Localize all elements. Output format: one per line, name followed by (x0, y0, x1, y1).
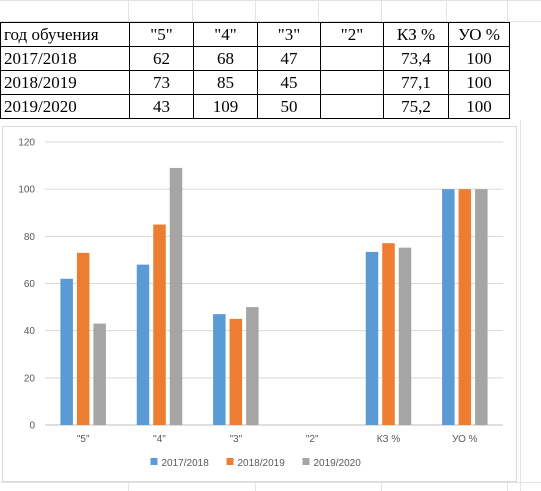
bar (382, 243, 395, 425)
table-cell[interactable]: 43 (129, 94, 194, 119)
table-cell[interactable]: 2018/2019 (0, 70, 130, 95)
bar (365, 251, 379, 425)
table-cell[interactable]: 100 (448, 46, 510, 71)
x-tick-label: КЗ % (377, 434, 401, 445)
table-cell[interactable]: 68 (193, 46, 258, 71)
y-tick-label: 120 (18, 138, 35, 149)
table-cell[interactable]: 2017/2018 (0, 46, 130, 71)
table-cell[interactable]: 62 (129, 46, 194, 71)
y-tick-label: 80 (24, 232, 36, 243)
y-tick-label: 60 (24, 279, 36, 290)
y-tick-label: 100 (18, 185, 35, 196)
bar (136, 264, 150, 425)
results-table: год обучения "5" "4" "3" "2" КЗ % УО % 2… (0, 22, 510, 119)
x-tick-label: "5" (77, 434, 90, 445)
table-cell[interactable]: 75,2 (383, 94, 449, 119)
y-tick-label: 40 (24, 326, 36, 337)
y-tick-label: 20 (24, 373, 36, 384)
table-cell[interactable]: 100 (448, 70, 510, 95)
table-cell[interactable]: 109 (193, 94, 258, 119)
legend-swatch (226, 458, 234, 465)
table-cell[interactable] (320, 46, 384, 71)
bar (60, 278, 73, 425)
bar (213, 314, 226, 425)
header-cell[interactable]: "2" (320, 22, 384, 47)
table-cell[interactable]: 73,4 (383, 46, 449, 71)
table-row: 2017/2018 62 68 47 73,4 100 (0, 46, 510, 71)
bar (458, 189, 472, 425)
table-cell[interactable]: 77,1 (383, 70, 449, 95)
chart-area[interactable]: 0 20 40 60 80 100 120 "5" "4" "3" "2" КЗ % УО % 2017/… (2, 126, 517, 482)
table-cell[interactable]: 50 (257, 94, 321, 119)
table-cell[interactable]: 100 (448, 94, 510, 119)
header-cell[interactable]: год обучения (0, 22, 130, 47)
header-cell[interactable]: "5" (129, 22, 194, 47)
bar (169, 167, 183, 426)
bar (246, 307, 259, 425)
table-cell[interactable]: 47 (257, 46, 321, 71)
table-cell[interactable] (320, 94, 384, 119)
header-cell[interactable]: КЗ % (383, 22, 449, 47)
legend-label: 2018/2019 (238, 458, 286, 469)
legend-swatch (150, 458, 158, 465)
bar (93, 323, 106, 425)
table-cell[interactable]: 45 (257, 70, 321, 95)
table-header-row: год обучения "5" "4" "3" "2" КЗ % УО % (0, 22, 510, 47)
header-cell[interactable]: УО % (448, 22, 510, 47)
bar (442, 189, 455, 425)
table-cell[interactable] (320, 70, 384, 95)
bar (475, 189, 488, 425)
x-tick-label: "3" (229, 434, 242, 445)
table-cell[interactable]: 2019/2020 (0, 94, 130, 119)
bar (76, 252, 90, 425)
table-cell[interactable]: 85 (193, 70, 258, 95)
bar (153, 224, 166, 425)
table-cell[interactable]: 73 (129, 70, 194, 95)
bar-chart: 0 20 40 60 80 100 120 "5" "4" "3" "2" КЗ % УО % 2017/… (18, 138, 503, 469)
table-row: 2019/2020 43 109 50 75,2 100 (0, 94, 510, 119)
bar (229, 318, 243, 425)
legend-swatch (302, 458, 310, 465)
y-tick-label: 0 (29, 421, 35, 432)
x-tick-label: УО % (452, 434, 478, 445)
x-tick-label: "4" (153, 434, 166, 445)
legend-label: 2017/2018 (162, 458, 210, 469)
table-row: 2018/2019 73 85 45 77,1 100 (0, 70, 510, 95)
bar (398, 247, 412, 425)
legend-label: 2019/2020 (314, 458, 362, 469)
header-cell[interactable]: "4" (193, 22, 258, 47)
header-cell[interactable]: "3" (257, 22, 321, 47)
x-tick-label: "2" (306, 434, 319, 445)
